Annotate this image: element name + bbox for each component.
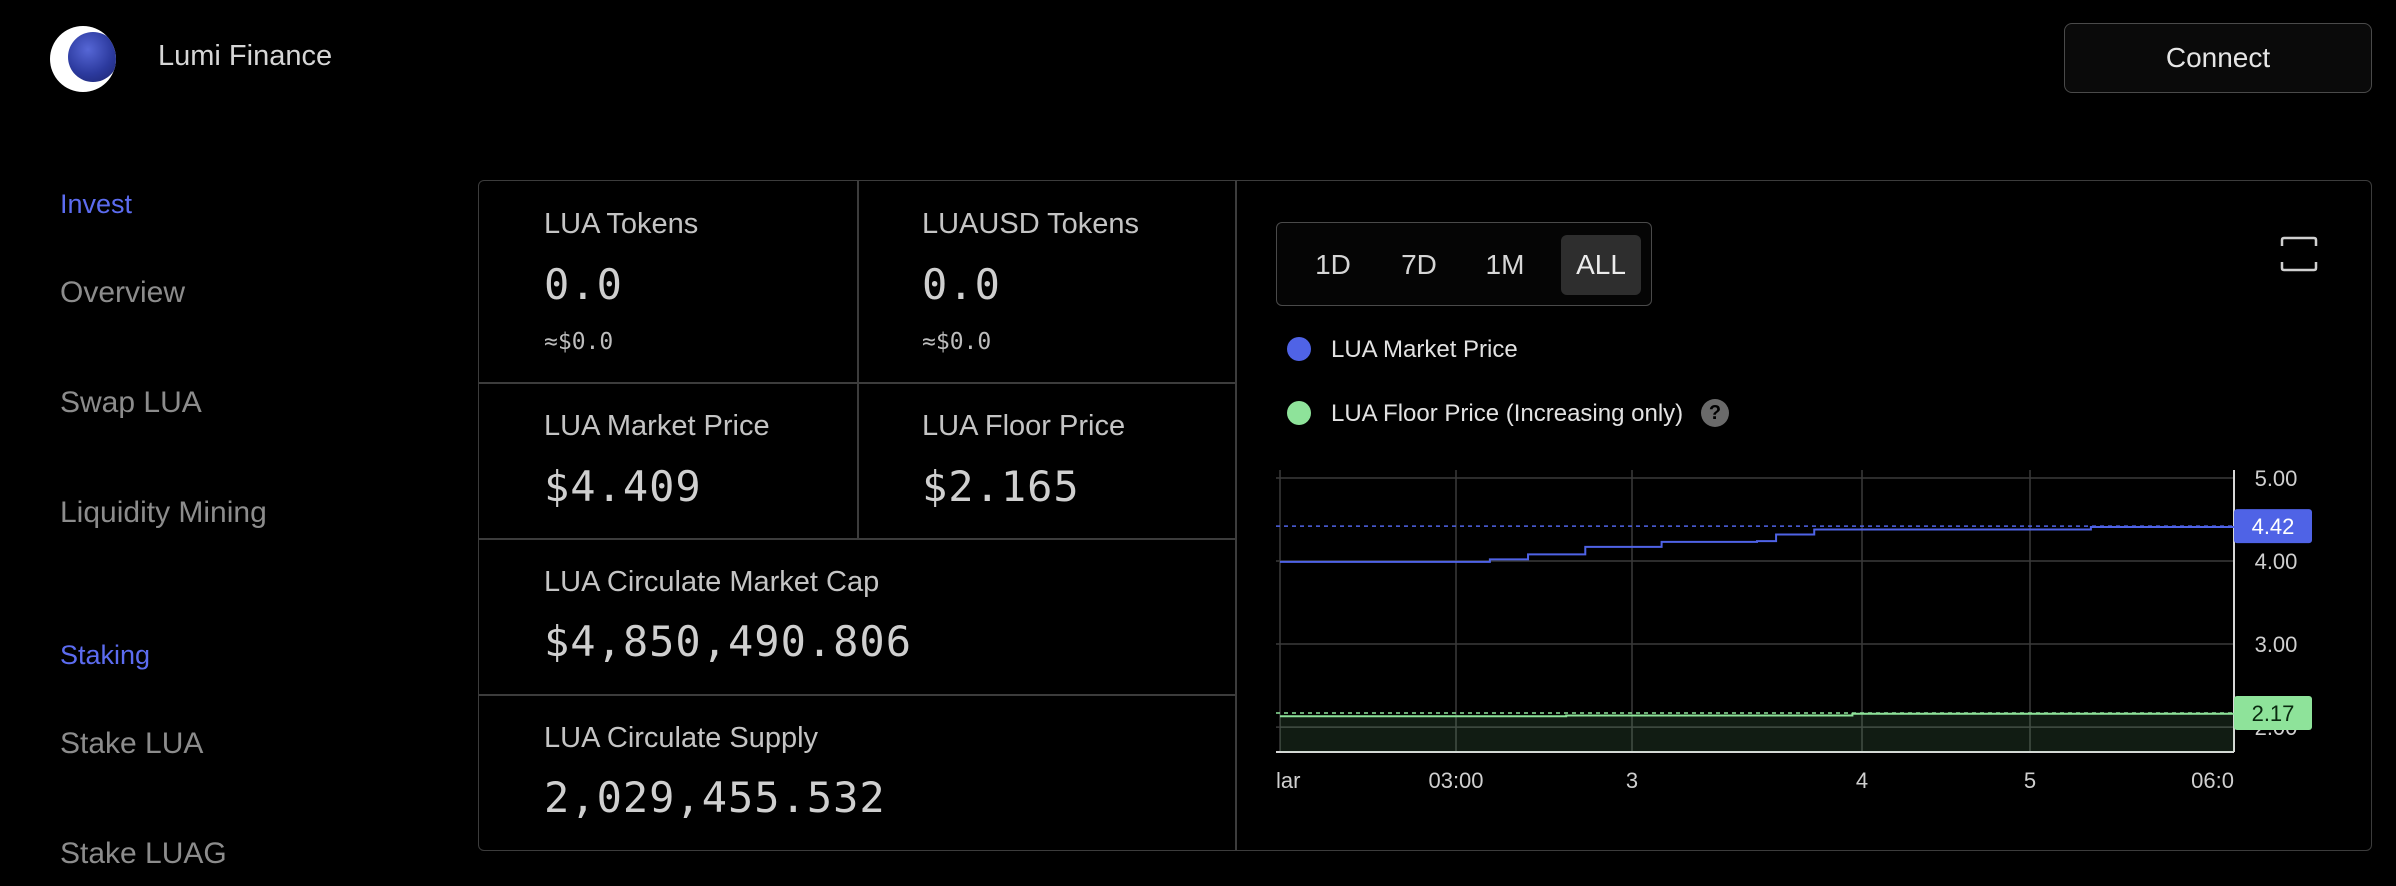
x-tick-label: 4 <box>1856 768 1868 793</box>
range-1m-button[interactable]: 1M <box>1463 235 1547 295</box>
market-price-legend-dot <box>1287 337 1311 361</box>
market-cap-label: LUA Circulate Market Cap <box>544 566 880 598</box>
stats-panel <box>478 180 2372 851</box>
floor-price-label: LUA Floor Price <box>922 410 1126 442</box>
market-price-value: $4.409 <box>544 462 702 511</box>
luausd-tokens-value: 0.0 <box>922 260 1001 309</box>
floor-price-value: $2.165 <box>922 462 1080 511</box>
sidebar-heading-staking[interactable]: Staking <box>60 640 151 670</box>
circulate-supply-value: 2,029,455.532 <box>544 773 886 822</box>
sidebar-item-overview[interactable]: Overview <box>60 276 186 309</box>
floor-price-area <box>1280 712 2234 752</box>
divider <box>479 694 1235 696</box>
lua-tokens-label: LUA Tokens <box>544 208 699 240</box>
x-tick-label: lar <box>1276 768 1300 793</box>
divider <box>479 538 1235 540</box>
sidebar-heading-invest[interactable]: Invest <box>60 189 133 219</box>
lumi-logo[interactable] <box>50 26 116 92</box>
fullscreen-icon[interactable] <box>2280 236 2318 272</box>
app-name: Lumi Finance <box>158 40 333 72</box>
connect-button[interactable]: Connect <box>2064 23 2372 93</box>
floor-price-last-badge <box>2234 695 2312 730</box>
time-range-selector: 1D 7D 1M ALL <box>1276 222 1652 306</box>
range-all-button[interactable]: ALL <box>1561 235 1641 295</box>
question-icon[interactable]: ? <box>1701 399 1729 427</box>
sidebar-item-stake-lua[interactable]: Stake LUA <box>60 727 204 760</box>
lua-tokens-value: 0.0 <box>544 260 623 309</box>
floor-price-legend-dot <box>1287 401 1311 425</box>
y-tick-label: 4.00 <box>2255 549 2298 574</box>
sidebar-item-swap-lua[interactable]: Swap LUA <box>60 386 202 419</box>
market-price-last-badge <box>2234 509 2312 544</box>
divider <box>857 181 859 539</box>
market-price-legend: LUA Market Price <box>1331 336 1518 363</box>
x-tick-label: 5 <box>2024 768 2036 793</box>
circulate-supply-label: LUA Circulate Supply <box>544 722 819 754</box>
sidebar-item-stake-luag[interactable]: Stake LUAG <box>60 837 227 870</box>
y-tick-label: 5.00 <box>2255 470 2298 491</box>
range-7d-button[interactable]: 7D <box>1377 235 1461 295</box>
market-price-last-label: 4.42 <box>2252 514 2295 539</box>
divider <box>479 382 1235 384</box>
floor-price-last-label: 2.17 <box>2252 701 2295 726</box>
y-tick-label: 3.00 <box>2255 632 2298 657</box>
divider <box>1235 181 1237 850</box>
range-1d-button[interactable]: 1D <box>1291 235 1375 295</box>
lua-tokens-usd: ≈$0.0 <box>544 329 614 355</box>
market-cap-value: $4,850,490.806 <box>544 617 913 666</box>
luausd-tokens-label: LUAUSD Tokens <box>922 208 1140 240</box>
sidebar-item-liquidity-mining[interactable]: Liquidity Mining <box>60 496 267 529</box>
floor-price-legend: LUA Floor Price (Increasing only) <box>1331 400 1684 427</box>
market-price-label: LUA Market Price <box>544 410 770 442</box>
x-tick-label: 03:00 <box>1428 768 1483 793</box>
x-tick-label: 06:0 <box>2191 768 2234 793</box>
luausd-tokens-usd: ≈$0.0 <box>922 329 992 355</box>
market-price-line <box>1280 525 2235 563</box>
x-tick-label: 3 <box>1626 768 1638 793</box>
moon-icon <box>68 32 116 82</box>
